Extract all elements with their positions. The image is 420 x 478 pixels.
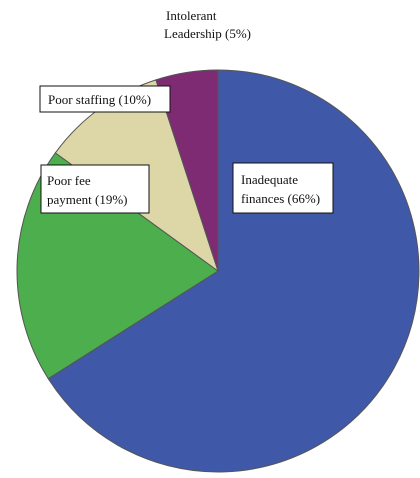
- label-inadequate-finances-line2: finances (66%): [241, 191, 320, 206]
- label-inadequate-finances: Inadequate finances (66%): [232, 162, 334, 214]
- pie-slices: [16, 69, 420, 473]
- label-poor-fee-payment-line1: Poor fee: [47, 173, 91, 188]
- label-box-poor-staffing: [39, 85, 171, 113]
- label-box-inadequate-finances: [232, 162, 334, 214]
- label-poor-fee-payment: Poor fee payment (19%): [40, 164, 150, 214]
- label-poor-fee-payment-line2: payment (19%): [47, 192, 128, 207]
- pie-labels: Inadequate finances (66%) Poor fee payme…: [39, 8, 334, 214]
- label-intolerant-leadership-line1: Intolerant: [166, 8, 217, 23]
- label-poor-staffing-line1: Poor staffing (10%): [48, 92, 151, 107]
- label-inadequate-finances-line1: Inadequate: [241, 172, 298, 187]
- pie-slice-intolerant-leadership: [155, 69, 219, 272]
- label-intolerant-leadership: Intolerant Leadership (5%): [164, 8, 251, 41]
- label-poor-staffing: Poor staffing (10%): [39, 85, 171, 113]
- label-intolerant-leadership-line2: Leadership (5%): [164, 26, 251, 41]
- label-box-poor-fee-payment: [40, 164, 150, 214]
